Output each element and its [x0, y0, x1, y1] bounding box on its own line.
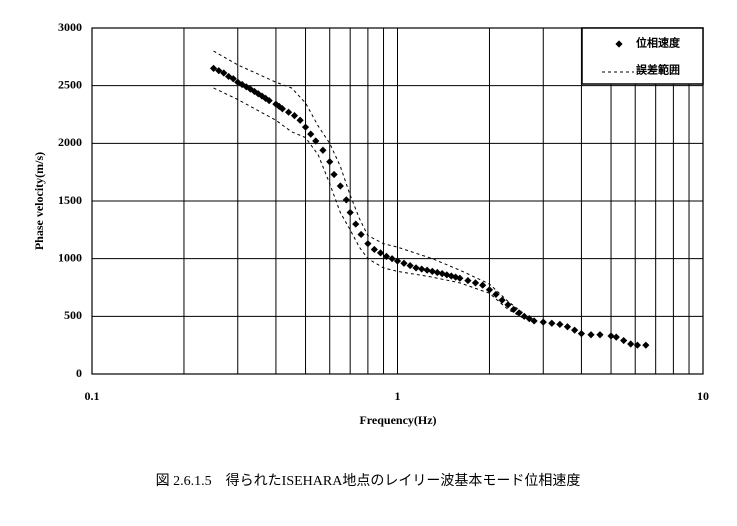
- y-tick-label: 1500: [58, 193, 82, 207]
- data-point: [312, 137, 320, 145]
- data-point: [352, 220, 360, 228]
- y-tick-label: 500: [64, 308, 82, 322]
- data-point: [479, 281, 487, 289]
- data-point: [215, 67, 223, 75]
- data-point: [418, 265, 426, 273]
- data-point: [357, 230, 365, 239]
- y-tick-label: 1000: [58, 250, 82, 264]
- legend-box: [581, 27, 704, 85]
- data-point: [406, 261, 414, 270]
- data-point: [423, 266, 431, 274]
- data-point: [265, 97, 273, 105]
- data-point: [627, 340, 635, 348]
- y-tick-label: 2500: [58, 77, 82, 91]
- data-point: [577, 330, 586, 338]
- x-tick-label: 10: [697, 389, 709, 403]
- caption: 図 2.6.1.5 得られたISEHARA地点のレイリー波基本モード位相速度: [156, 472, 581, 489]
- data-point: [642, 341, 650, 349]
- x-axis-label: Frequency(Hz): [359, 413, 436, 427]
- legend-marker: [615, 40, 623, 48]
- data-point: [456, 274, 464, 282]
- data-point: [307, 130, 315, 138]
- data-point: [382, 252, 391, 260]
- data-point: [563, 323, 572, 331]
- y-tick-label: 0: [76, 366, 82, 380]
- data-point: [296, 116, 304, 124]
- data-point: [234, 78, 242, 86]
- legend-label: 位相速度: [636, 36, 681, 50]
- data-point: [433, 268, 441, 277]
- data-point: [393, 257, 402, 265]
- data-point: [587, 331, 595, 339]
- data-point: [515, 309, 523, 317]
- error-bound-line: [213, 50, 525, 315]
- data-point: [229, 75, 237, 83]
- y-axis-label: Phase velocity(m/s): [32, 152, 46, 250]
- legend-label: 誤差範囲: [636, 63, 680, 77]
- data-point: [301, 123, 310, 131]
- data-point: [376, 249, 385, 257]
- data-point: [364, 240, 372, 248]
- plot-frame: [91, 27, 704, 375]
- data-point: [209, 64, 218, 72]
- data-point: [510, 305, 518, 314]
- data-point: [571, 326, 579, 334]
- data-point: [284, 108, 293, 116]
- data-point: [443, 271, 451, 279]
- data-point: [525, 315, 533, 323]
- data-point: [428, 267, 436, 275]
- data-point: [530, 317, 538, 325]
- data-point: [471, 279, 480, 287]
- data-point: [370, 245, 378, 254]
- y-tick-label: 3000: [58, 20, 82, 34]
- data-point: [336, 182, 344, 190]
- data-point: [498, 296, 506, 304]
- data-point: [520, 312, 528, 320]
- data-point: [412, 264, 420, 272]
- data-point: [504, 301, 512, 309]
- error-bound-line: [213, 87, 525, 320]
- data-point: [612, 333, 620, 341]
- x-tick-label: 1: [395, 389, 401, 403]
- data-point: [633, 341, 642, 349]
- data-point: [438, 270, 446, 278]
- data-point: [220, 69, 228, 77]
- data-point: [278, 105, 287, 113]
- y-tick-label: 2000: [58, 135, 82, 149]
- data-point: [400, 259, 408, 267]
- data-point: [607, 332, 615, 340]
- data-point: [556, 320, 564, 329]
- data-point: [290, 112, 299, 120]
- data-point: [275, 102, 283, 111]
- x-tick-label: 0.1: [85, 389, 100, 403]
- data-point: [492, 290, 500, 299]
- data-point: [388, 255, 396, 263]
- data-point: [346, 208, 354, 217]
- data-point: [464, 276, 472, 285]
- data-point: [330, 170, 338, 179]
- data-point: [620, 336, 628, 345]
- data-point: [326, 158, 334, 166]
- data-point: [596, 331, 604, 339]
- data-point: [319, 146, 327, 154]
- data-point: [485, 286, 494, 294]
- data-point: [342, 196, 350, 204]
- data-point: [250, 87, 258, 96]
- data-point: [548, 319, 556, 327]
- data-point: [539, 318, 547, 326]
- data-point: [258, 92, 266, 100]
